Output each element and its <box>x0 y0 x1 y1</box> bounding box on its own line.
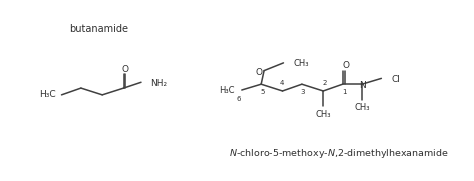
Text: $\it{N}$-chloro-5-methoxy-$\it{N}$,2-dimethylhexanamide: $\it{N}$-chloro-5-methoxy-$\it{N}$,2-dim… <box>229 147 449 159</box>
Text: 3: 3 <box>301 89 305 95</box>
Text: H₃C: H₃C <box>219 87 235 96</box>
Text: CH₃: CH₃ <box>293 59 309 68</box>
Text: butanamide: butanamide <box>69 24 128 34</box>
Text: 5: 5 <box>261 89 265 95</box>
Text: O: O <box>256 68 263 77</box>
Text: N: N <box>360 81 366 90</box>
Text: 6: 6 <box>237 96 241 102</box>
Text: 1: 1 <box>342 89 347 95</box>
Text: CH₃: CH₃ <box>316 110 331 119</box>
Text: H₃C: H₃C <box>39 90 55 99</box>
Text: Cl: Cl <box>391 75 400 84</box>
Text: NH₂: NH₂ <box>150 79 167 88</box>
Text: 2: 2 <box>323 80 328 86</box>
Text: O: O <box>121 65 128 74</box>
Text: O: O <box>343 61 350 70</box>
Text: CH₃: CH₃ <box>354 103 370 112</box>
Text: 4: 4 <box>279 80 284 86</box>
